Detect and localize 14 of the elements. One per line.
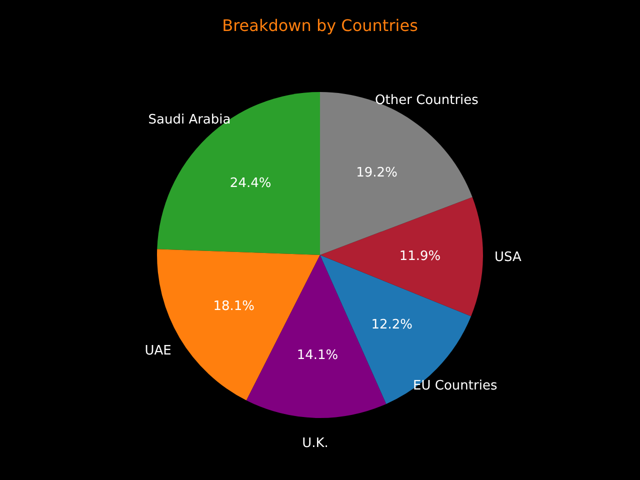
slice-label: USA bbox=[494, 250, 522, 266]
data-label: 24.4% bbox=[230, 176, 272, 192]
data-label: 11.9% bbox=[399, 249, 441, 264]
data-label: 14.1% bbox=[296, 348, 338, 363]
data-label: 18.1% bbox=[213, 298, 255, 314]
slice-label: EU Countries bbox=[413, 378, 498, 394]
data-label: 12.2% bbox=[371, 318, 413, 333]
slice-label: Saudi Arabia bbox=[148, 112, 231, 128]
slice-label: Other Countries bbox=[375, 93, 479, 108]
data-label: 19.2% bbox=[356, 166, 398, 181]
slice-label: UAE bbox=[144, 344, 172, 359]
pie-slice bbox=[320, 197, 483, 316]
slice-label: U.K. bbox=[302, 436, 328, 451]
chart-title: Breakdown by Countries bbox=[222, 16, 418, 35]
